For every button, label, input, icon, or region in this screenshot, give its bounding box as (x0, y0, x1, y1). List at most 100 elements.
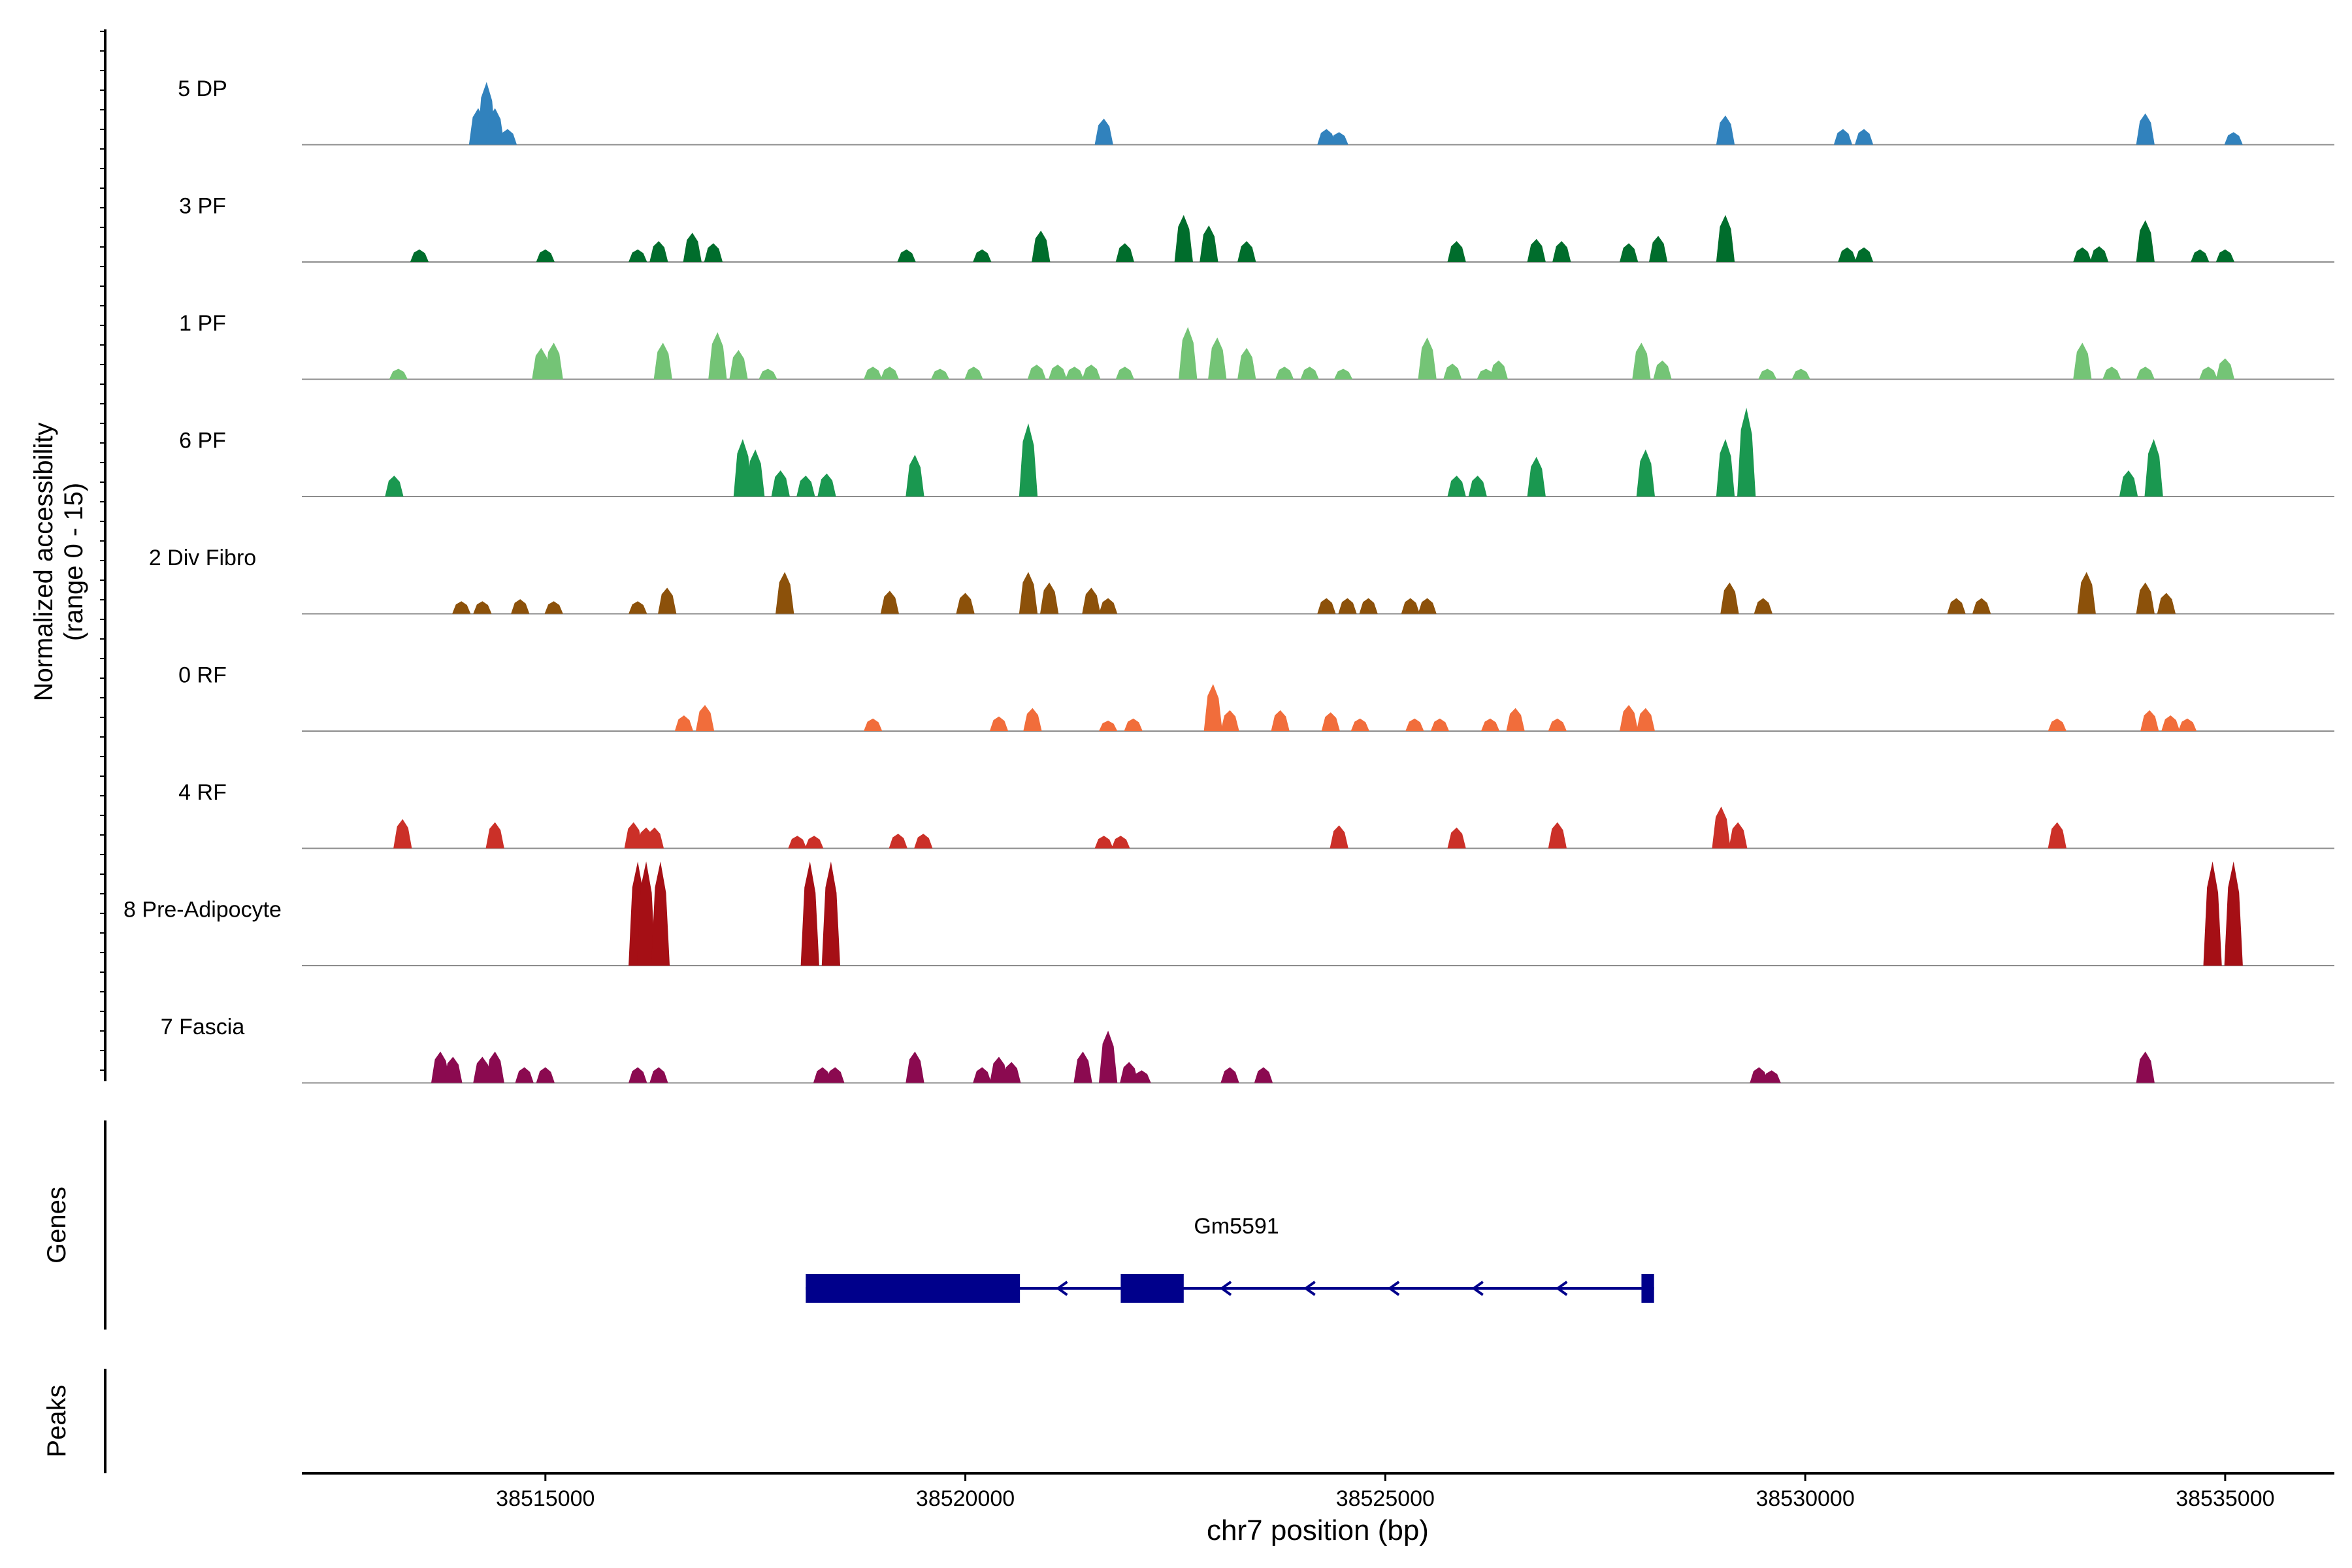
track-label: 8 Pre-Adipocyte (123, 898, 282, 923)
coverage-peak (649, 1067, 668, 1083)
coverage-peak (2136, 367, 2155, 380)
track-label: 2 Div Fibro (149, 546, 256, 570)
coverage-peak (1132, 1070, 1151, 1083)
coverage-peak (1620, 243, 1639, 262)
coverage-peak (973, 1067, 992, 1083)
y-axis-label-line1: Normalized accessibility (29, 423, 58, 702)
coverage-peak (880, 367, 900, 380)
coverage-peak (1762, 1070, 1781, 1083)
gene-label: Gm5591 (1194, 1214, 1279, 1239)
coverage-peak (1208, 337, 1227, 380)
coverage-peak (1098, 1030, 1118, 1083)
coverage-peak (1716, 115, 1735, 145)
coverage-peak (2224, 132, 2243, 145)
coverage-peak (826, 1067, 845, 1083)
coverage-peak (629, 601, 647, 614)
track-label: 7 Fascia (161, 1015, 245, 1039)
coverage-peak (708, 332, 727, 380)
track-label: 6 PF (179, 429, 226, 453)
coverage-peak (906, 455, 924, 497)
coverage-peak (1082, 587, 1101, 614)
coverage-peak (2215, 249, 2235, 262)
coverage-peak (1300, 367, 1319, 380)
coverage-peak (1317, 598, 1336, 614)
coverage-peak (1972, 598, 1991, 614)
coverage-peak (2224, 861, 2243, 966)
track-label: 3 PF (179, 194, 226, 219)
coverage-peak (2048, 822, 2066, 849)
coverage-peak (1833, 129, 1853, 145)
coverage-peak (1729, 822, 1748, 849)
coverage-peak (1527, 457, 1546, 497)
coverage-peak (897, 249, 916, 262)
coverage-peak (1716, 215, 1735, 262)
coverage-peak (1019, 423, 1038, 497)
coverage-peak (1359, 598, 1378, 614)
coverage-peak (1275, 367, 1294, 380)
coverage-peak (1317, 129, 1336, 145)
gene-exon (1120, 1274, 1184, 1303)
coverage-peak (1220, 1067, 1239, 1083)
coverage-peak (880, 591, 900, 614)
coverage-peak (1653, 360, 1672, 380)
x-axis-title: chr7 position (bp) (1207, 1514, 1429, 1546)
gene-exon (806, 1274, 1021, 1303)
coverage-peak (536, 1067, 555, 1083)
y-axis-label-line2: (range 0 - 15) (59, 483, 88, 641)
coverage-peak (1032, 231, 1051, 262)
coverage-peak (2077, 572, 2096, 614)
coverage-peak (1073, 1051, 1092, 1083)
coverage-peak (1082, 365, 1101, 380)
coverage-peak (1750, 1067, 1769, 1083)
coverage-peak (473, 601, 492, 614)
coverage-peak (1330, 825, 1348, 849)
coverage-peak (771, 470, 790, 497)
coverage-peak (1947, 598, 1966, 614)
tracks-y-axis-ticks (100, 31, 105, 1071)
coverage-peak (1447, 827, 1466, 849)
coverage-peak (973, 249, 992, 262)
gene-exon (1641, 1274, 1654, 1303)
coverage-peak (651, 861, 670, 966)
coverage-peak (1002, 1062, 1021, 1083)
coverage-peak (906, 1051, 924, 1083)
coverage-peak (1401, 598, 1420, 614)
coverage-peak (1447, 241, 1466, 262)
coverage-peak (1854, 129, 1874, 145)
strand-arrow (1219, 1281, 1232, 1296)
coverage-peak (1254, 1067, 1273, 1083)
coverage-peak (1271, 710, 1290, 731)
strand-arrow (1555, 1281, 1568, 1296)
coverage-peak (2136, 113, 2155, 145)
coverage-peak (776, 572, 794, 614)
strand-arrow (1471, 1281, 1484, 1296)
coverage-peak (1039, 582, 1059, 614)
x-tick-label: 38535000 (2176, 1486, 2274, 1511)
coverage-peak (2178, 718, 2197, 731)
coverage-peak (1632, 342, 1651, 380)
genes-panel: Gm5591 (806, 1214, 1654, 1303)
coverage-peak (1405, 718, 1424, 731)
track-5-dp: 5 DP (178, 76, 2334, 146)
coverage-peak (1200, 225, 1218, 262)
coverage-peak (683, 233, 702, 262)
x-tick-label: 38520000 (916, 1486, 1015, 1511)
coverage-peak (989, 716, 1009, 731)
gene-gm5591: Gm5591 (806, 1214, 1654, 1303)
x-tick-label: 38515000 (496, 1486, 595, 1511)
track-7-fascia: 7 Fascia (161, 1015, 2334, 1084)
coverage-peak (636, 861, 656, 966)
track-2-div-fibro: 2 Div Fibro (149, 546, 2334, 615)
coverage-peak (2199, 367, 2218, 380)
coverage-peak (788, 836, 807, 849)
coverage-tracks: 5 DP 3 PF 1 PF 6 PF 2 Div Fibro 0 RF 4 RF 8 Pre… (123, 76, 2334, 1084)
coverage-peak (1443, 363, 1462, 380)
coverage-peak (2144, 439, 2163, 497)
coverage-peak (645, 827, 664, 849)
coverage-peak (1111, 836, 1130, 849)
coverage-peak (674, 715, 694, 731)
coverage-peak (2157, 593, 2176, 614)
coverage-peak (956, 593, 975, 614)
coverage-peak (821, 861, 841, 966)
coverage-peak (1418, 598, 1437, 614)
